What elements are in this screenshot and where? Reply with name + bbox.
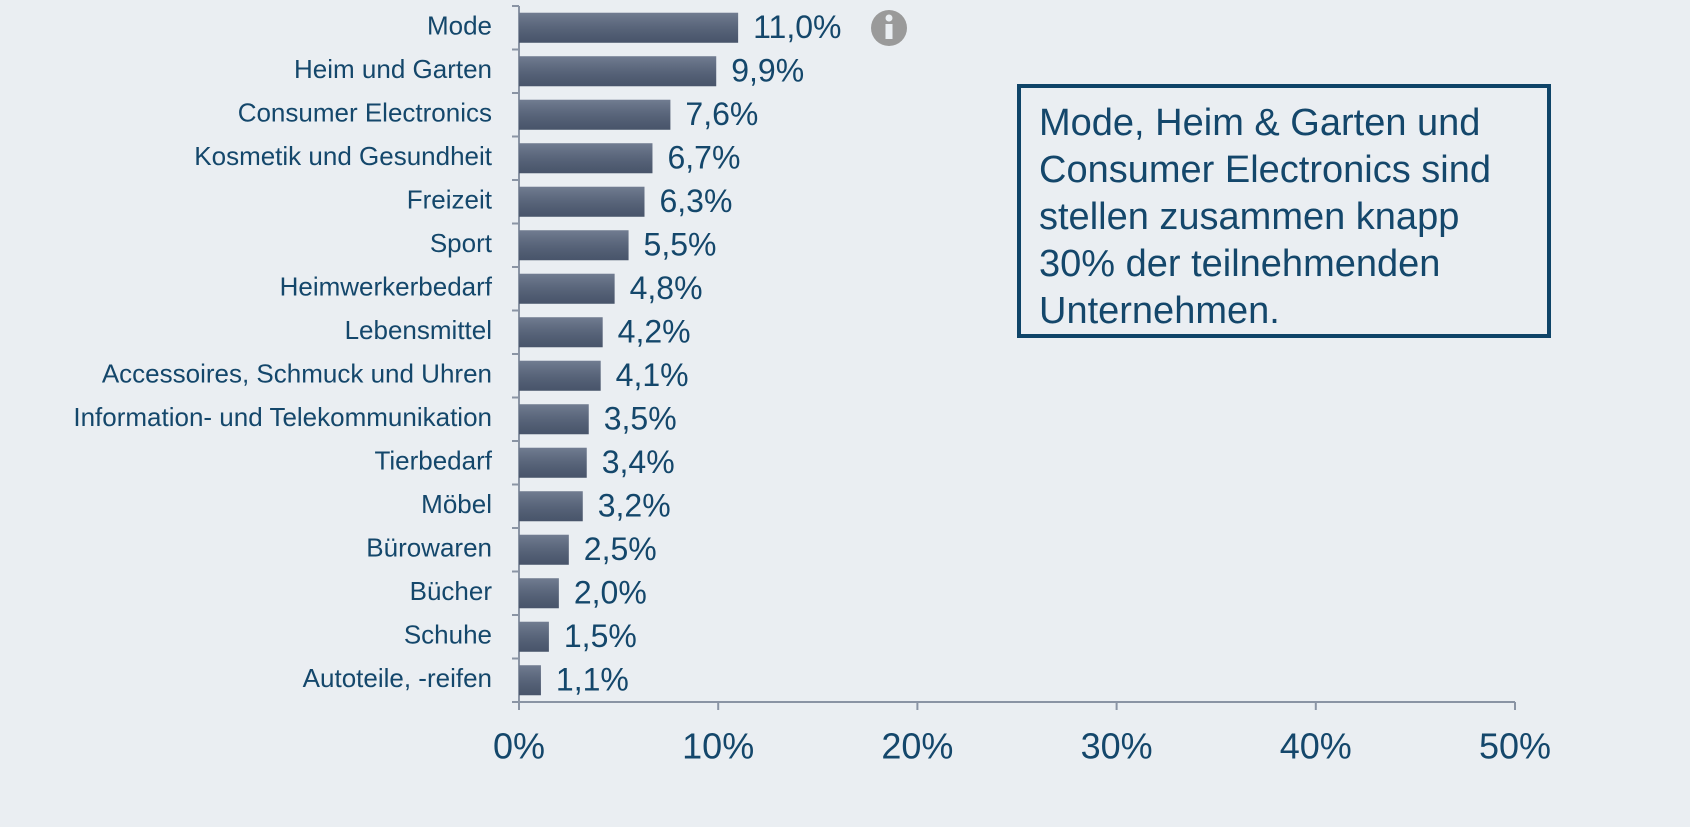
bar-shade <box>519 360 601 391</box>
bar-shade <box>519 665 541 696</box>
y-tick-label: Autoteile, -reifen <box>303 663 492 693</box>
y-tick-label: Information- und Telekommunikation <box>73 402 492 432</box>
bar-shade <box>519 621 549 652</box>
y-tick-label: Möbel <box>421 489 492 519</box>
value-label: 1,5% <box>564 618 637 654</box>
x-tick-label: 50% <box>1479 726 1551 767</box>
value-label: 1,1% <box>556 662 629 698</box>
bar-shade <box>519 447 587 478</box>
bar-shade <box>519 317 603 348</box>
value-label: 4,2% <box>618 314 691 350</box>
value-label: 2,0% <box>574 575 647 611</box>
bar-shade <box>519 404 589 435</box>
bar-shade <box>519 534 569 565</box>
value-label: 3,4% <box>602 444 675 480</box>
value-label: 7,6% <box>685 96 758 132</box>
x-tick-label: 10% <box>682 726 754 767</box>
y-tick-label: Bürowaren <box>366 533 492 563</box>
y-tick-label: Accessoires, Schmuck und Uhren <box>102 359 492 389</box>
annotation: Mode, Heim & Garten und Consumer Electro… <box>1017 84 1551 338</box>
x-tick-label: 0% <box>493 726 545 767</box>
bar-shade <box>519 230 629 261</box>
y-tick-label: Mode <box>427 11 492 41</box>
y-tick-label: Tierbedarf <box>374 446 492 476</box>
value-label: 3,5% <box>604 401 677 437</box>
value-label: 9,9% <box>731 53 804 89</box>
value-label: 6,3% <box>659 183 732 219</box>
x-tick-label: 40% <box>1280 726 1352 767</box>
bar-shade <box>519 12 739 43</box>
value-label: 4,8% <box>630 270 703 306</box>
y-tick-label: Heimwerkerbedarf <box>280 272 493 302</box>
bar-shade <box>519 56 717 87</box>
bar-shade <box>519 99 671 130</box>
value-label: 2,5% <box>584 531 657 567</box>
y-tick-label: Sport <box>430 228 493 258</box>
y-tick-label: Freizeit <box>407 185 493 215</box>
value-label: 6,7% <box>667 140 740 176</box>
value-label: 3,2% <box>598 488 671 524</box>
y-tick-label: Kosmetik und Gesundheit <box>194 141 493 171</box>
value-label: 4,1% <box>616 357 689 393</box>
bar-shade <box>519 578 559 609</box>
y-tick-label: Heim und Garten <box>294 54 492 84</box>
x-tick-label: 30% <box>1081 726 1153 767</box>
value-label: 5,5% <box>644 227 717 263</box>
info-icon <box>871 10 907 46</box>
y-tick-label: Consumer Electronics <box>238 98 492 128</box>
bar-shade <box>519 273 615 304</box>
y-tick-label: Lebensmittel <box>345 315 492 345</box>
bar-shade <box>519 143 653 174</box>
value-label: 11,0% <box>753 9 841 45</box>
y-tick-label: Schuhe <box>404 620 492 650</box>
x-tick-label: 20% <box>881 726 953 767</box>
y-tick-label: Bücher <box>410 576 493 606</box>
bar-shade <box>519 491 583 522</box>
bar-shade <box>519 186 645 217</box>
